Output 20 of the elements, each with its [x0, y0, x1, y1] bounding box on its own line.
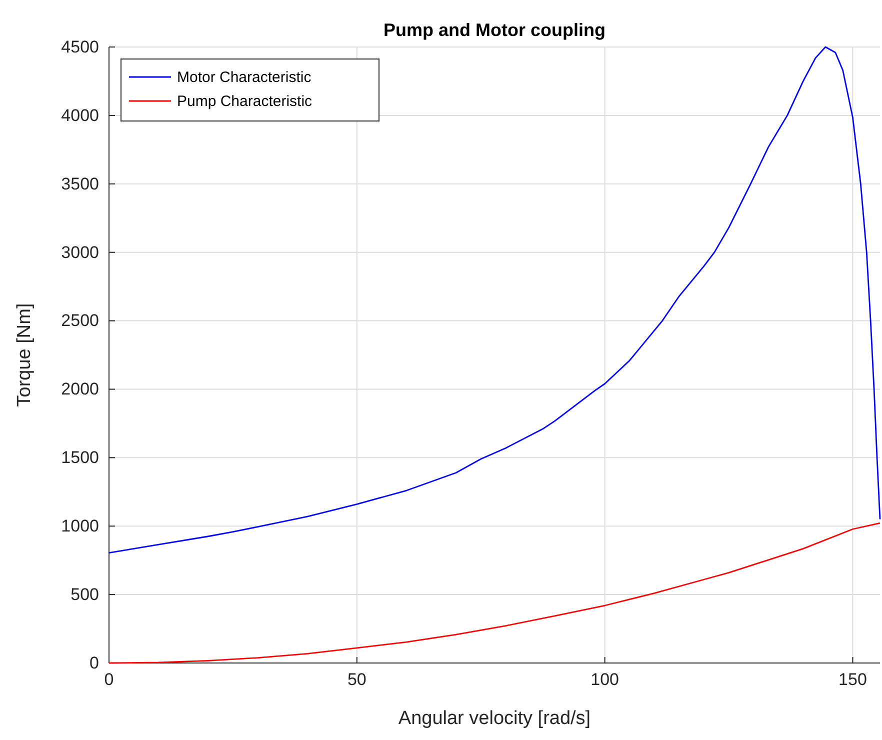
y-axis-title: Torque [Nm] — [14, 303, 35, 407]
y-tick-label: 3000 — [61, 242, 99, 262]
y-tick-label: 2500 — [61, 311, 99, 330]
y-tick-label: 4500 — [61, 37, 99, 56]
x-tick-label: 100 — [590, 670, 620, 690]
line-series — [108, 46, 881, 554]
legend-label: Pump Characteristic — [177, 93, 313, 110]
y-tick-label: 3500 — [61, 174, 99, 194]
x-tick-label: 150 — [838, 670, 867, 690]
x-tick-label: 50 — [347, 670, 366, 690]
y-tick-label: 0 — [90, 653, 99, 672]
y-tick-label: 4000 — [61, 106, 99, 125]
y-tick-label: 2000 — [61, 380, 99, 399]
chart-title: Pump and Motor coupling — [384, 20, 606, 40]
legend-label: Motor Characteristic — [177, 69, 312, 86]
x-axis-title: Angular velocity [rad/s] — [398, 708, 591, 729]
y-tick-label: 1500 — [61, 448, 99, 468]
x-tick-label: 0 — [104, 670, 114, 690]
y-tick-label: 500 — [70, 584, 99, 604]
y-tick-label: 1000 — [61, 516, 99, 536]
